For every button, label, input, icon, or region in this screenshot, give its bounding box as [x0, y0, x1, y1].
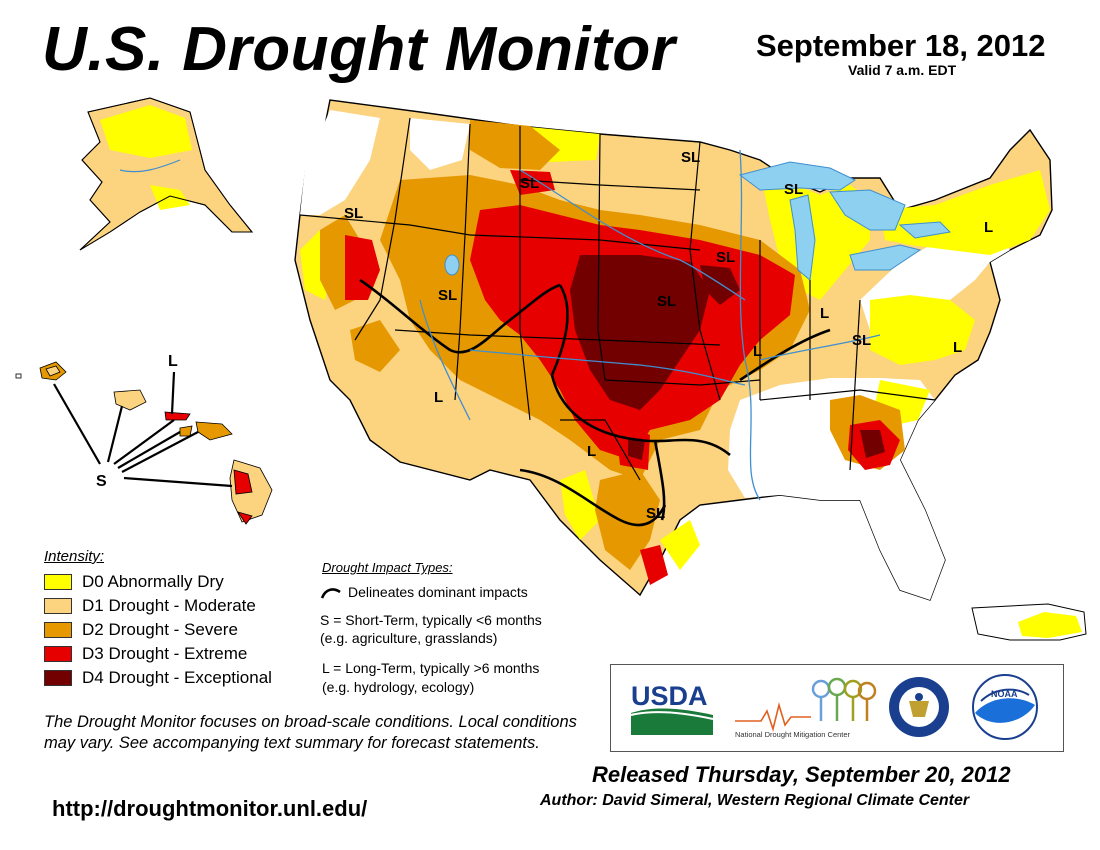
legend-swatch-d4	[44, 670, 72, 686]
impact-long-term-examples: (e.g. hydrology, ecology)	[322, 679, 475, 695]
legend-label: D2 Drought - Severe	[82, 620, 238, 639]
label-sl-north-dakota: SL	[681, 149, 700, 166]
svg-text:USDA: USDA	[631, 681, 708, 711]
map-date: September 18, 2012	[756, 28, 1046, 63]
label-sl-iowa: SL	[716, 249, 735, 266]
d4-areas	[570, 255, 885, 460]
label-s-hawaii: S	[96, 473, 107, 490]
legend-label: D3 Drought - Extreme	[82, 644, 248, 663]
legend-item-d2: D2 Drought - Severe	[44, 620, 238, 640]
label-l-texas: L	[587, 443, 596, 460]
page-title: U.S. Drought Monitor	[42, 15, 676, 84]
hawaii-pointers	[53, 371, 233, 488]
label-l-arizona: L	[434, 389, 443, 406]
label-sl-south-texas: SL	[646, 505, 665, 522]
label-sl-ohio: SL	[852, 332, 871, 349]
ndmc-logo: National Drought Mitigation Center	[735, 677, 877, 739]
legend-item-d4: D4 Drought - Exceptional	[44, 668, 272, 688]
northwest-no-drought	[410, 118, 470, 170]
legend-label: D4 Drought - Exceptional	[82, 668, 272, 687]
website-link[interactable]: http://droughtmonitor.unl.edu/	[52, 796, 368, 821]
usda-logo: USDA	[630, 681, 714, 735]
commerce-seal-icon	[889, 677, 949, 737]
alaska	[79, 97, 254, 251]
state-borders	[299, 117, 936, 481]
label-sl-nebraska: SL	[657, 293, 676, 310]
label-l-hawaii: L	[168, 353, 178, 370]
legend-swatch-d2	[44, 622, 72, 638]
label-sl-wisconsin: SL	[784, 181, 803, 198]
noaa-logo: NOAA	[972, 674, 1038, 740]
svg-text:National Drought Mitigation Ce: National Drought Mitigation Center	[735, 730, 851, 739]
pacific-nw-no-drought	[300, 110, 380, 215]
author-credit: Author: David Simeral, Western Regional …	[540, 792, 970, 809]
valid-time: Valid 7 a.m. EDT	[848, 62, 957, 78]
label-l-new-england: L	[984, 219, 993, 236]
impact-line-desc: Delineates dominant impacts	[348, 584, 528, 600]
legend-item-d0: D0 Abnormally Dry	[44, 572, 224, 592]
legend-swatch-d0	[44, 574, 72, 590]
legend-item-d3: D3 Drought - Extreme	[44, 644, 247, 664]
svg-text:NOAA: NOAA	[991, 689, 1018, 699]
great-lakes	[738, 161, 952, 281]
release-date: Released Thursday, September 20, 2012	[592, 762, 1011, 787]
legend-label: D1 Drought - Moderate	[82, 596, 256, 615]
hawaii	[15, 361, 273, 525]
legend-label: D0 Abnormally Dry	[82, 572, 224, 591]
legend-swatch-d3	[44, 646, 72, 662]
label-sl-utah: SL	[438, 287, 457, 304]
legend-swatch-d1	[44, 598, 72, 614]
impact-short-term: S = Short-Term, typically <6 months	[320, 612, 542, 628]
impact-line-symbol	[320, 588, 341, 599]
impact-short-term-examples: (e.g. agriculture, grasslands)	[320, 630, 498, 646]
impact-long-term: L = Long-Term, typically >6 months	[322, 660, 540, 676]
label-sl-montana: SL	[520, 175, 539, 192]
great-salt-lake	[444, 254, 460, 276]
label-l-illinois: L	[820, 305, 829, 322]
legend-item-d1: D1 Drought - Moderate	[44, 596, 256, 616]
map-region-labels: SL SL SL SL L SL SL SL L SL L L L L SL	[344, 149, 993, 522]
label-sl-oregon: SL	[344, 205, 363, 222]
label-l-missouri: L	[753, 343, 762, 360]
rivers	[419, 149, 881, 501]
puerto-rico	[971, 603, 1087, 641]
logos-graphic: USDA National Drought Mitigation Center	[630, 674, 1038, 740]
legend-heading: Intensity:	[44, 548, 105, 565]
label-l-virginia: L	[953, 339, 962, 356]
impact-heading: Drought Impact Types:	[322, 560, 453, 575]
sponsor-logos: USDA National Drought Mitigation Center	[610, 664, 1064, 752]
disclaimer-note: The Drought Monitor focuses on broad-sca…	[44, 713, 577, 752]
